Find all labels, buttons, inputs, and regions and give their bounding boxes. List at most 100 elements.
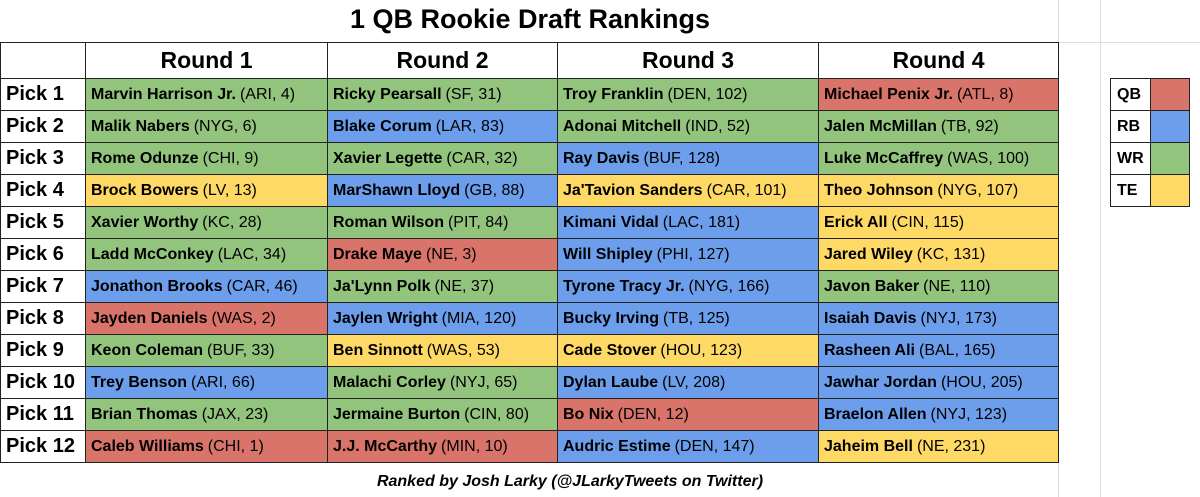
player-info: (LAR, 83): [435, 117, 505, 135]
legend-label: TE: [1110, 174, 1151, 207]
round-header: Round 4: [818, 42, 1059, 79]
player-name: Jermaine Burton: [333, 405, 461, 423]
player-info: (NYG, 107): [937, 181, 1019, 199]
player-name: Rome Odunze: [91, 149, 199, 167]
player-name: Bucky Irving: [563, 309, 660, 327]
player-info: (PHI, 127): [656, 245, 730, 263]
player-name: Bo Nix: [563, 405, 614, 423]
player-name: MarShawn Lloyd: [333, 181, 461, 199]
player-name: Rasheen Ali: [824, 341, 915, 359]
player-cell: Will Shipley (PHI, 127): [557, 238, 819, 271]
player-cell: Javon Baker (NE, 110): [818, 270, 1059, 303]
player-cell: Xavier Legette (CAR, 32): [327, 142, 558, 175]
legend-swatch: [1150, 142, 1190, 175]
player-cell: Jayden Daniels (WAS, 2): [85, 302, 328, 335]
pick-label: Pick 12: [0, 430, 86, 463]
player-name: Xavier Legette: [333, 149, 443, 167]
player-info: (KC, 28): [202, 213, 262, 231]
player-name: Blake Corum: [333, 117, 432, 135]
player-name: Will Shipley: [563, 245, 653, 263]
player-cell: Jaylen Wright (MIA, 120): [327, 302, 558, 335]
player-name: Malachi Corley: [333, 373, 446, 391]
player-cell: Jonathon Brooks (CAR, 46): [85, 270, 328, 303]
legend-swatch: [1150, 110, 1190, 143]
player-info: (NE, 3): [425, 245, 477, 263]
player-name: Adonai Mitchell: [563, 117, 682, 135]
player-cell: Rasheen Ali (BAL, 165): [818, 334, 1059, 367]
player-cell: Bo Nix (DEN, 12): [557, 398, 819, 431]
pick-label: Pick 11: [0, 398, 86, 431]
player-cell: Isaiah Davis (NYJ, 173): [818, 302, 1059, 335]
player-info: (DEN, 102): [667, 85, 748, 103]
player-cell: Troy Franklin (DEN, 102): [557, 78, 819, 111]
player-cell: Xavier Worthy (KC, 28): [85, 206, 328, 239]
player-info: (BUF, 128): [643, 149, 720, 167]
pick-label: Pick 1: [0, 78, 86, 111]
player-name: Luke McCaffrey: [824, 149, 944, 167]
player-info: (CHI, 1): [207, 437, 264, 455]
player-info: (JAX, 23): [201, 405, 269, 423]
player-info: (DEN, 12): [617, 405, 689, 423]
player-cell: Roman Wilson (PIT, 84): [327, 206, 558, 239]
player-name: Ladd McConkey: [91, 245, 214, 263]
player-cell: Ben Sinnott (WAS, 53): [327, 334, 558, 367]
player-name: Roman Wilson: [333, 213, 444, 231]
player-name: Xavier Worthy: [91, 213, 199, 231]
player-cell: Erick All (CIN, 115): [818, 206, 1059, 239]
round-header: Round 2: [327, 42, 558, 79]
player-cell: MarShawn Lloyd (GB, 88): [327, 174, 558, 207]
player-cell: Cade Stover (HOU, 123): [557, 334, 819, 367]
player-info: (NE, 37): [434, 277, 495, 295]
pick-label: Pick 5: [0, 206, 86, 239]
player-cell: Jermaine Burton (CIN, 80): [327, 398, 558, 431]
player-cell: Kimani Vidal (LAC, 181): [557, 206, 819, 239]
player-name: Michael Penix Jr.: [824, 85, 953, 103]
player-cell: Jalen McMillan (TB, 92): [818, 110, 1059, 143]
player-info: (IND, 52): [685, 117, 751, 135]
player-name: Kimani Vidal: [563, 213, 659, 231]
legend-swatch: [1150, 78, 1190, 111]
player-name: Javon Baker: [824, 277, 920, 295]
player-info: (TB, 125): [663, 309, 730, 327]
legend-label: RB: [1110, 110, 1151, 143]
player-info: (NYG, 166): [688, 277, 770, 295]
legend-swatch: [1150, 174, 1190, 207]
player-info: (NYG, 6): [193, 117, 257, 135]
player-cell: Dylan Laube (LV, 208): [557, 366, 819, 399]
player-info: (DEN, 147): [674, 437, 755, 455]
player-cell: Ray Davis (BUF, 128): [557, 142, 819, 175]
player-name: Troy Franklin: [563, 85, 664, 103]
player-name: Jawhar Jordan: [824, 373, 937, 391]
player-name: Trey Benson: [91, 373, 188, 391]
player-cell: Tyrone Tracy Jr. (NYG, 166): [557, 270, 819, 303]
player-cell: Brian Thomas (JAX, 23): [85, 398, 328, 431]
player-name: Dylan Laube: [563, 373, 659, 391]
player-cell: J.J. McCarthy (MIN, 10): [327, 430, 558, 463]
player-info: (ARI, 66): [191, 373, 256, 391]
player-info: (BAL, 165): [919, 341, 996, 359]
corner-cell: [0, 42, 86, 79]
player-info: (HOU, 123): [660, 341, 743, 359]
player-name: Malik Nabers: [91, 117, 190, 135]
player-name: Jonathon Brooks: [91, 277, 223, 295]
player-name: Keon Coleman: [91, 341, 204, 359]
player-info: (LV, 13): [202, 181, 257, 199]
player-name: Jaylen Wright: [333, 309, 438, 327]
title: 1 QB Rookie Draft Rankings: [349, 4, 711, 34]
player-cell: Rome Odunze (CHI, 9): [85, 142, 328, 175]
player-name: Theo Johnson: [824, 181, 934, 199]
player-name: Tyrone Tracy Jr.: [563, 277, 685, 295]
player-info: (WAS, 100): [947, 149, 1030, 167]
round-header: Round 1: [85, 42, 328, 79]
pick-label: Pick 7: [0, 270, 86, 303]
player-cell: Jaheim Bell (NE, 231): [818, 430, 1059, 463]
player-info: (LAC, 34): [217, 245, 287, 263]
player-name: Brock Bowers: [91, 181, 199, 199]
player-name: Ja'Tavion Sanders: [563, 181, 703, 199]
legend-label: WR: [1110, 142, 1151, 175]
player-cell: Theo Johnson (NYG, 107): [818, 174, 1059, 207]
player-name: Braelon Allen: [824, 405, 927, 423]
player-name: Erick All: [824, 213, 888, 231]
player-cell: Jawhar Jordan (HOU, 205): [818, 366, 1059, 399]
player-name: J.J. McCarthy: [333, 437, 438, 455]
